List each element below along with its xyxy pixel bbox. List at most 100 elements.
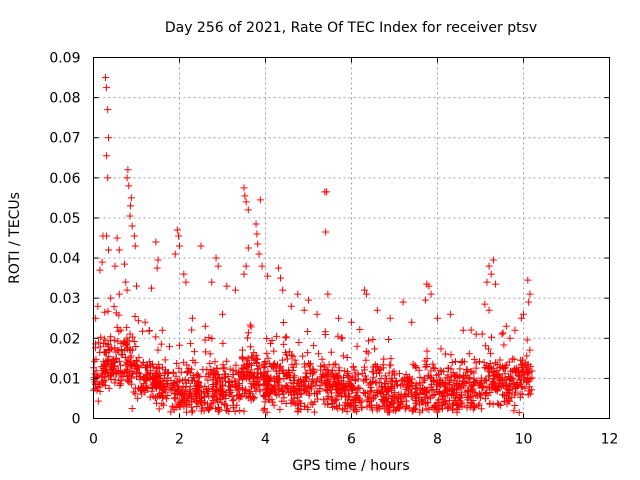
data-point: [241, 192, 249, 200]
data-point: [409, 360, 417, 368]
data-point: [117, 377, 125, 385]
data-point: [100, 377, 108, 385]
data-point: [201, 336, 209, 344]
data-point: [278, 356, 286, 364]
data-point: [101, 382, 109, 390]
data-point: [219, 310, 226, 318]
data-point: [487, 350, 495, 358]
data-point: [436, 366, 444, 374]
data-point: [268, 337, 276, 345]
data-point: [400, 374, 408, 382]
data-point: [485, 372, 493, 380]
data-point: [269, 398, 277, 406]
data-point: [386, 408, 394, 416]
data-point: [263, 349, 271, 357]
data-point: [206, 359, 214, 367]
data-point: [482, 376, 490, 384]
data-point: [245, 361, 253, 369]
data-point: [127, 194, 135, 202]
data-point: [310, 369, 318, 377]
data-point: [175, 364, 183, 372]
data-point: [204, 400, 212, 408]
data-point: [369, 378, 377, 386]
data-point: [211, 358, 219, 366]
data-point: [485, 306, 493, 314]
data-point: [403, 383, 411, 391]
data-point: [94, 302, 102, 310]
data-point: [179, 392, 187, 400]
data-point: [447, 373, 455, 381]
data-point: [275, 364, 283, 372]
data-point: [475, 400, 483, 408]
data-point: [254, 240, 262, 248]
data-point: [371, 393, 379, 401]
data-point: [502, 364, 510, 372]
y-tick-label: 0.01: [49, 371, 80, 387]
data-point: [113, 234, 121, 242]
data-point: [486, 363, 494, 371]
data-point: [239, 376, 247, 384]
data-point: [119, 351, 127, 359]
data-point: [524, 276, 532, 284]
data-point: [387, 361, 395, 369]
data-point: [148, 387, 156, 395]
data-point: [173, 359, 181, 367]
data-point: [174, 391, 182, 399]
data-point: [313, 375, 321, 383]
data-point: [456, 365, 464, 373]
data-point: [157, 391, 165, 399]
data-point: [496, 356, 504, 364]
data-point: [412, 383, 420, 391]
data-point: [385, 335, 393, 343]
data-point: [200, 392, 208, 400]
data-point: [446, 310, 454, 318]
data-point: [267, 389, 275, 397]
data-point: [498, 330, 506, 338]
data-point: [382, 375, 390, 383]
data-point: [139, 327, 147, 335]
data-point: [309, 401, 317, 409]
data-point: [348, 318, 355, 326]
data-point: [437, 345, 445, 353]
data-point: [467, 393, 475, 401]
data-point: [180, 270, 188, 278]
data-point: [205, 370, 213, 378]
data-point: [304, 327, 312, 335]
data-point: [94, 384, 102, 392]
data-point: [341, 386, 349, 394]
data-point: [252, 220, 260, 228]
data-point: [401, 405, 409, 413]
y-tick-label: 0.05: [49, 211, 80, 227]
data-point: [208, 278, 216, 286]
data-point: [427, 290, 435, 298]
data-point: [216, 394, 224, 402]
data-point: [429, 360, 437, 368]
x-tick-label: 2: [175, 432, 184, 448]
data-point: [371, 345, 379, 353]
data-point: [445, 380, 453, 388]
data-point: [267, 340, 275, 348]
data-point: [128, 369, 136, 377]
data-point: [511, 391, 519, 399]
data-point: [145, 327, 153, 335]
data-point: [223, 357, 231, 365]
data-point: [517, 383, 525, 391]
data-point: [213, 379, 221, 387]
data-point: [270, 388, 278, 396]
data-point: [116, 381, 124, 389]
data-point: [408, 407, 416, 415]
data-point: [161, 369, 169, 377]
data-point: [236, 406, 244, 414]
data-point: [104, 174, 112, 182]
data-point: [170, 406, 178, 414]
data-point: [435, 396, 443, 404]
data-point: [102, 74, 110, 82]
data-point: [204, 387, 212, 395]
data-point: [493, 387, 501, 395]
data-point: [343, 353, 351, 361]
data-point: [307, 399, 315, 407]
data-point: [332, 360, 340, 368]
data-point: [300, 386, 308, 394]
data-point: [496, 374, 504, 382]
